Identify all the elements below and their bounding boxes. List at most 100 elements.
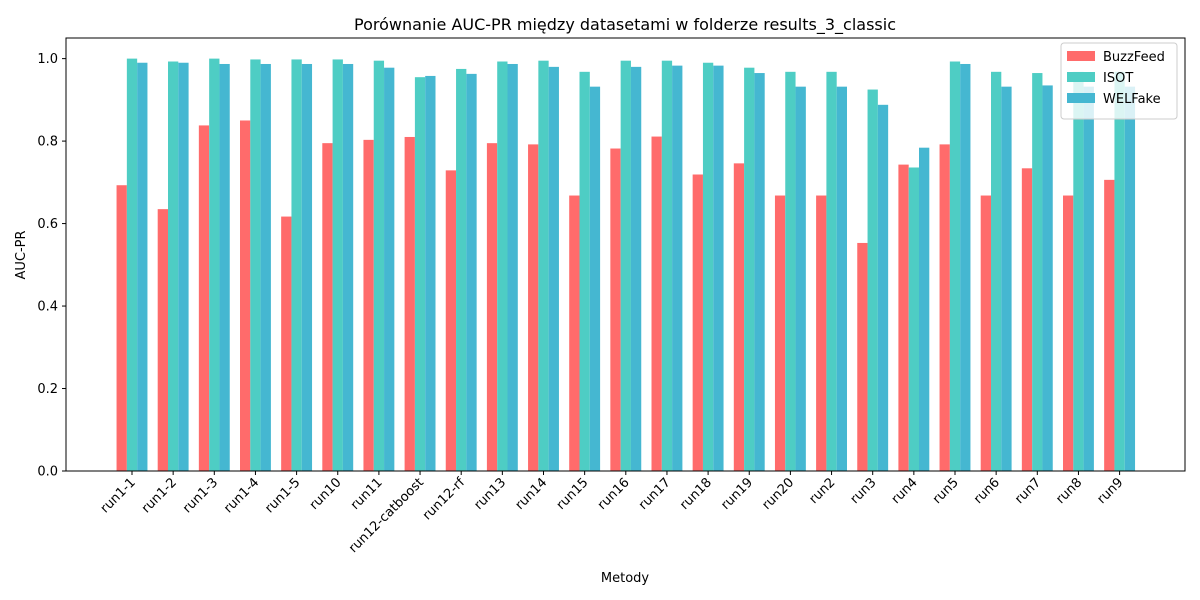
bar-isot-run11 (373, 60, 385, 472)
x-tick-label: run2 (806, 475, 838, 507)
bar-welfake-run9 (1124, 86, 1136, 471)
bar-welfake-run12-rf (466, 73, 477, 471)
bar-isot-run3 (867, 89, 878, 472)
bar-welfake-run15 (589, 86, 601, 471)
bar-buzzfeed-run9 (1104, 179, 1115, 472)
bar-isot-run6 (991, 71, 1002, 471)
y-tick-label: 1.0 (37, 52, 58, 67)
x-tick-label: run1-3 (180, 475, 221, 516)
x-tick-label: run8 (1053, 475, 1085, 507)
bar-isot-run4 (908, 167, 919, 472)
y-tick-label: 0.4 (37, 300, 58, 315)
bar-welfake-run20 (795, 86, 806, 471)
x-tick-label: run1-5 (262, 475, 303, 516)
bar-isot-run1-5 (291, 59, 302, 471)
legend-swatch-buzzfeed (1067, 51, 1095, 61)
bar-welfake-run18 (713, 65, 724, 471)
y-axis-label: AUC-PR (14, 230, 29, 279)
x-tick-label: run13 (471, 475, 509, 513)
bar-isot-run12-rf (456, 68, 467, 472)
bar-welfake-run10 (342, 63, 354, 471)
chart-title: Porównanie AUC-PR między datasetami w fo… (354, 15, 896, 35)
legend-label-isot: ISOT (1103, 71, 1133, 86)
bar-isot-run16 (620, 60, 631, 472)
bar-isot-run5 (949, 61, 961, 471)
bar-isot-run1-4 (250, 59, 261, 471)
bar-buzzfeed-run3 (857, 242, 868, 471)
bar-welfake-run3 (877, 104, 889, 471)
bar-buzzfeed-run16 (610, 148, 621, 471)
x-tick-label: run9 (1095, 475, 1127, 507)
legend-label-buzzfeed: BuzzFeed (1103, 50, 1165, 65)
legend: BuzzFeed ISOT WELFake (1060, 42, 1178, 120)
x-tick-label: run3 (848, 475, 880, 507)
bar-isot-run12-catboost (414, 77, 426, 472)
bar-buzzfeed-run10 (322, 143, 333, 471)
x-tick-label: run12-catboost (346, 475, 427, 556)
bar-welfake-run12-catboost (425, 75, 436, 471)
bar-buzzfeed-run4 (898, 164, 909, 471)
y-tick-label: 0.8 (37, 135, 58, 150)
legend-swatch-isot (1067, 72, 1095, 82)
x-axis-label: Metody (601, 571, 650, 586)
x-tick-label: run12-rf (420, 475, 468, 523)
bar-isot-run13 (497, 61, 508, 471)
x-tick-label: run7 (1012, 475, 1044, 507)
bar-buzzfeed-run1-5 (281, 216, 292, 471)
bar-buzzfeed-run11 (363, 139, 374, 472)
bar-isot-run15 (579, 71, 590, 471)
y-tick-label: 0.0 (37, 465, 58, 480)
x-tick-label: run4 (889, 475, 921, 507)
bar-isot-run1-3 (209, 58, 220, 472)
bar-buzzfeed-run15 (569, 195, 580, 471)
bar-welfake-run4 (919, 147, 930, 471)
bar-buzzfeed-run12-rf (445, 170, 457, 471)
bar-buzzfeed-run8 (1063, 195, 1074, 471)
bar-buzzfeed-run2 (816, 195, 827, 471)
bar-welfake-run1-5 (301, 63, 313, 471)
bar-isot-run14 (538, 60, 549, 472)
x-tick-label: run16 (595, 475, 633, 513)
bar-welfake-run19 (754, 73, 765, 472)
bar-isot-run9 (1114, 71, 1125, 471)
bar-isot-run18 (702, 62, 714, 472)
bar-welfake-run16 (630, 66, 642, 472)
bar-buzzfeed-run12-catboost (404, 136, 415, 471)
bar-buzzfeed-run14 (528, 144, 539, 471)
x-tick-label: run1-4 (221, 475, 262, 516)
x-tick-label: run19 (718, 475, 756, 513)
x-tick-label: run10 (307, 475, 345, 513)
y-tick-label: 0.6 (37, 217, 58, 232)
plot-area (65, 37, 1186, 472)
bar-welfake-run1-3 (219, 63, 230, 471)
bar-welfake-run8 (1083, 86, 1094, 471)
bar-welfake-run1-4 (260, 63, 271, 471)
x-tick-label: run11 (348, 475, 386, 513)
bar-buzzfeed-run13 (486, 143, 498, 471)
x-tick-label: run1-2 (139, 475, 180, 516)
bar-buzzfeed-run1-3 (198, 125, 210, 472)
bar-buzzfeed-run7 (1021, 168, 1033, 471)
legend-label-welfake: WELFake (1103, 92, 1161, 107)
bar-buzzfeed-run19 (733, 163, 745, 472)
bar-isot-run2 (826, 71, 837, 471)
x-tick-label: run1-1 (98, 475, 139, 516)
bar-welfake-run11 (384, 67, 395, 471)
bar-buzzfeed-run1-4 (240, 120, 251, 471)
bar-welfake-run14 (548, 66, 559, 472)
x-tick-label: run6 (971, 475, 1003, 507)
bar-isot-run8 (1073, 71, 1084, 471)
bar-buzzfeed-run20 (774, 195, 786, 471)
bar-buzzfeed-run5 (939, 144, 950, 471)
x-tick-label: run14 (513, 475, 551, 513)
x-tick-label: run5 (930, 475, 962, 507)
x-tick-label: run18 (677, 475, 715, 513)
bar-isot-run20 (785, 71, 796, 471)
bar-buzzfeed-run18 (692, 174, 703, 471)
x-axis: run1-1 run1-2 run1-3 run1-4 run1-5 run10 run11… (98, 471, 1127, 556)
y-axis: 0.0 0.2 0.4 0.6 0.8 1.0 (37, 52, 66, 480)
bar-buzzfeed-run6 (980, 195, 991, 471)
bar-welfake-run6 (1001, 86, 1012, 471)
x-tick-label: run20 (759, 475, 797, 513)
